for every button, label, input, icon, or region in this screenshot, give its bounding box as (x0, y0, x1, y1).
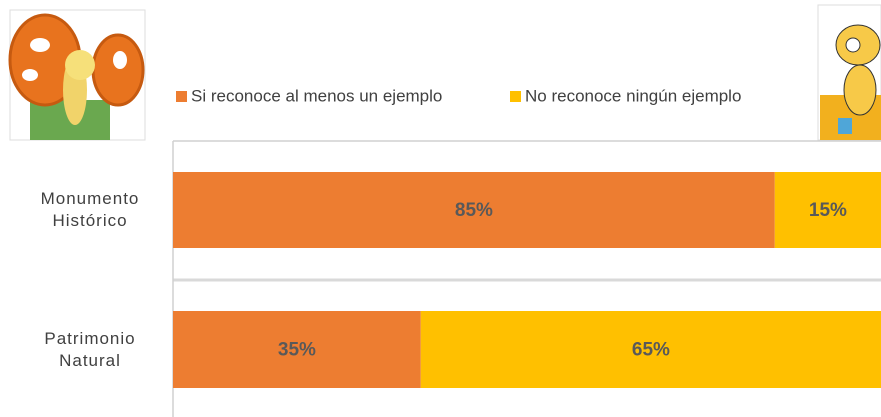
value-label: 85% (455, 200, 493, 221)
bar (774, 172, 881, 248)
bar (173, 172, 775, 248)
legend-swatch (176, 91, 187, 102)
legend-label: No reconoce ningún ejemplo (525, 86, 741, 105)
value-label: 15% (809, 200, 847, 221)
value-label: 35% (278, 340, 316, 361)
bar (420, 311, 881, 388)
legend-label: Si reconoce al menos un ejemplo (191, 86, 442, 105)
value-label: 65% (632, 340, 670, 361)
category-label: Patrimonio Natural (44, 328, 136, 370)
butterfly-image (8, 9, 146, 141)
legend-swatch (510, 91, 521, 102)
bee-image (817, 4, 881, 141)
category-label: Monumento Histórico (40, 189, 140, 230)
bar (173, 311, 421, 388)
